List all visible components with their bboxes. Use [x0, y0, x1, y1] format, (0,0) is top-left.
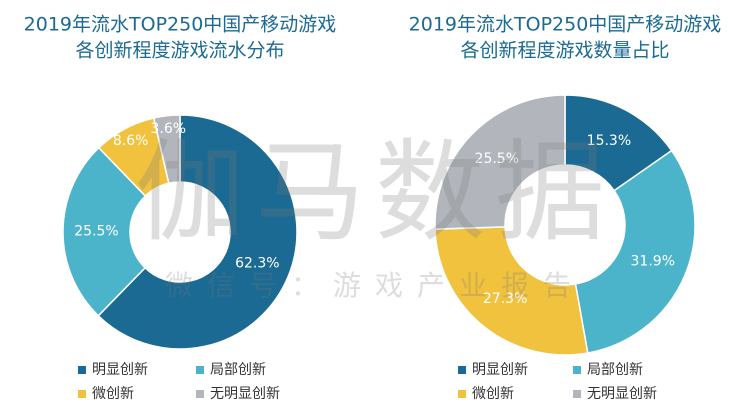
legend-label: 局部创新 [587, 362, 643, 378]
data-label: 25.5% [475, 151, 519, 167]
data-label: 27.3% [483, 291, 527, 307]
legend-swatch [458, 390, 466, 398]
data-label: 31.9% [631, 253, 675, 269]
watermark-title: 伽马数据 [135, 128, 615, 256]
legend-label: 微创新 [92, 386, 134, 402]
data-label: 8.6% [113, 133, 149, 149]
watermark-subtitle: 微信号：游戏产业报告 [165, 269, 585, 302]
legend-label: 无明显创新 [587, 386, 657, 402]
data-label: 25.5% [74, 224, 118, 240]
donut-slice [152, 114, 181, 185]
chart-title: 2019年流水TOP250中国产移动游戏 [24, 14, 337, 36]
legend-swatch [573, 366, 581, 374]
legend-label: 微创新 [472, 386, 514, 402]
legend-swatch [196, 366, 204, 374]
legend-label: 明显创新 [92, 362, 148, 378]
data-label: 3.6% [151, 121, 187, 137]
chart-subtitle: 各创新程度游戏流水分布 [75, 40, 284, 62]
legend-label: 无明显创新 [210, 386, 280, 402]
data-label: 62.3% [235, 255, 279, 271]
donut-slice [97, 114, 298, 350]
legend-swatch [458, 366, 466, 374]
chart-subtitle: 各创新程度游戏数量占比 [460, 40, 669, 62]
legend-label: 局部创新 [210, 362, 266, 378]
donut-slice [434, 94, 566, 230]
donut-slice [564, 94, 673, 192]
legend-swatch [78, 390, 86, 398]
donut-slice [574, 149, 696, 354]
chart-title: 2019年流水TOP250中国产移动游戏 [409, 14, 722, 36]
donut-slice [62, 146, 147, 317]
legend-label: 明显创新 [472, 362, 528, 378]
donut-slice [434, 226, 589, 356]
data-label: 15.3% [587, 133, 631, 149]
legend-swatch [78, 366, 86, 374]
legend-swatch [573, 390, 581, 398]
legend-swatch [196, 390, 204, 398]
